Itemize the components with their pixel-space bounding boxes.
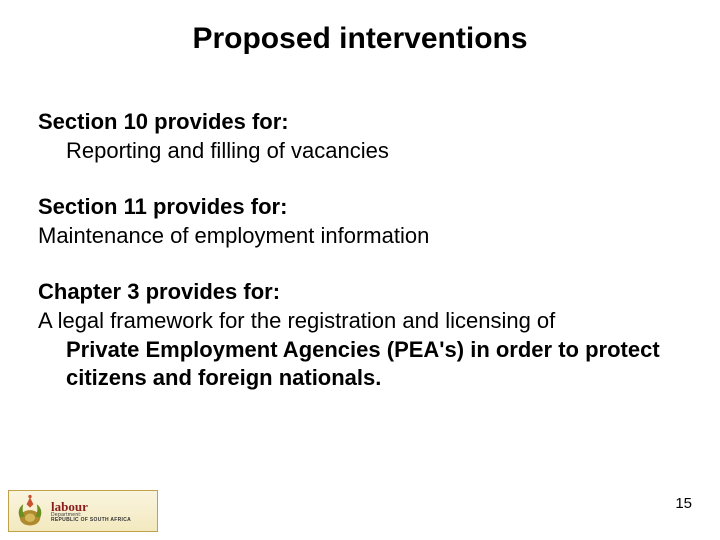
chapter3-body-line1: A legal framework for the registration a… bbox=[38, 307, 678, 336]
slide-body: Section 10 provides for: Reporting and f… bbox=[38, 108, 678, 393]
section10-body: Reporting and filling of vacancies bbox=[38, 137, 678, 166]
labour-logo: labour Department: REPUBLIC OF SOUTH AFR… bbox=[8, 490, 158, 532]
section11-heading: Section 11 provides for: bbox=[38, 193, 678, 222]
slide-title: Proposed interventions bbox=[0, 22, 720, 56]
logo-word: labour bbox=[51, 500, 131, 513]
coat-of-arms-icon bbox=[13, 494, 47, 528]
section10-heading: Section 10 provides for: bbox=[38, 108, 678, 137]
logo-text: labour Department: REPUBLIC OF SOUTH AFR… bbox=[51, 500, 131, 523]
slide: Proposed interventions Section 10 provid… bbox=[0, 0, 720, 540]
chapter3-body-cont: Private Employment Agencies (PEA's) in o… bbox=[38, 336, 678, 393]
logo-box: labour Department: REPUBLIC OF SOUTH AFR… bbox=[8, 490, 158, 532]
spacer bbox=[38, 250, 678, 278]
logo-sub2: REPUBLIC OF SOUTH AFRICA bbox=[51, 518, 131, 523]
chapter3-heading: Chapter 3 provides for: bbox=[38, 278, 678, 307]
page-number: 15 bbox=[675, 495, 692, 512]
spacer bbox=[38, 165, 678, 193]
section11-body: Maintenance of employment information bbox=[38, 222, 678, 251]
